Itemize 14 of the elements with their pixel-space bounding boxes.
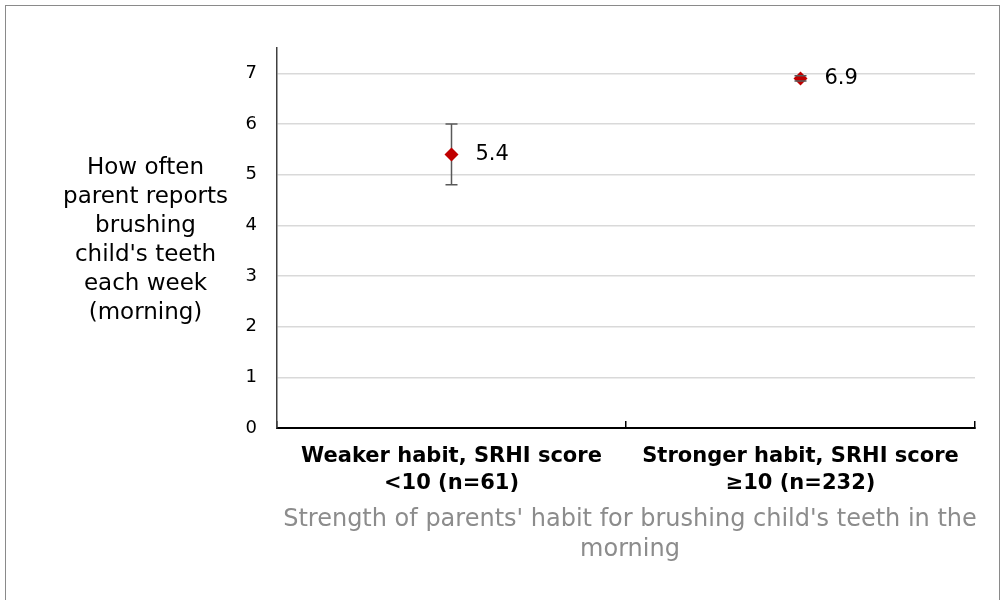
x-tick-label: Weaker habit, SRHI score <10 (n=61) [301, 443, 602, 494]
y-tick-label: 4 [245, 213, 257, 235]
y-axis-title: How often parent reports brushing child's teeth each week (morning) [62, 152, 229, 326]
data-label: 5.4 [475, 140, 509, 165]
y-tick-label: 1 [245, 365, 257, 387]
y-tick-label: 3 [245, 263, 257, 285]
y-tick-label: 5 [245, 162, 257, 184]
x-tick-label: Stronger habit, SRHI score ≥10 (n=232) [642, 443, 959, 494]
y-tick-label: 2 [245, 314, 257, 336]
y-tick-label: 0 [245, 415, 257, 437]
data-label: 6.9 [824, 64, 858, 89]
y-tick-label: 6 [245, 111, 257, 133]
y-tick-label: 7 [245, 61, 257, 83]
x-axis-title: Strength of parents' habit for brushing child's teeth in the morning [282, 503, 978, 563]
